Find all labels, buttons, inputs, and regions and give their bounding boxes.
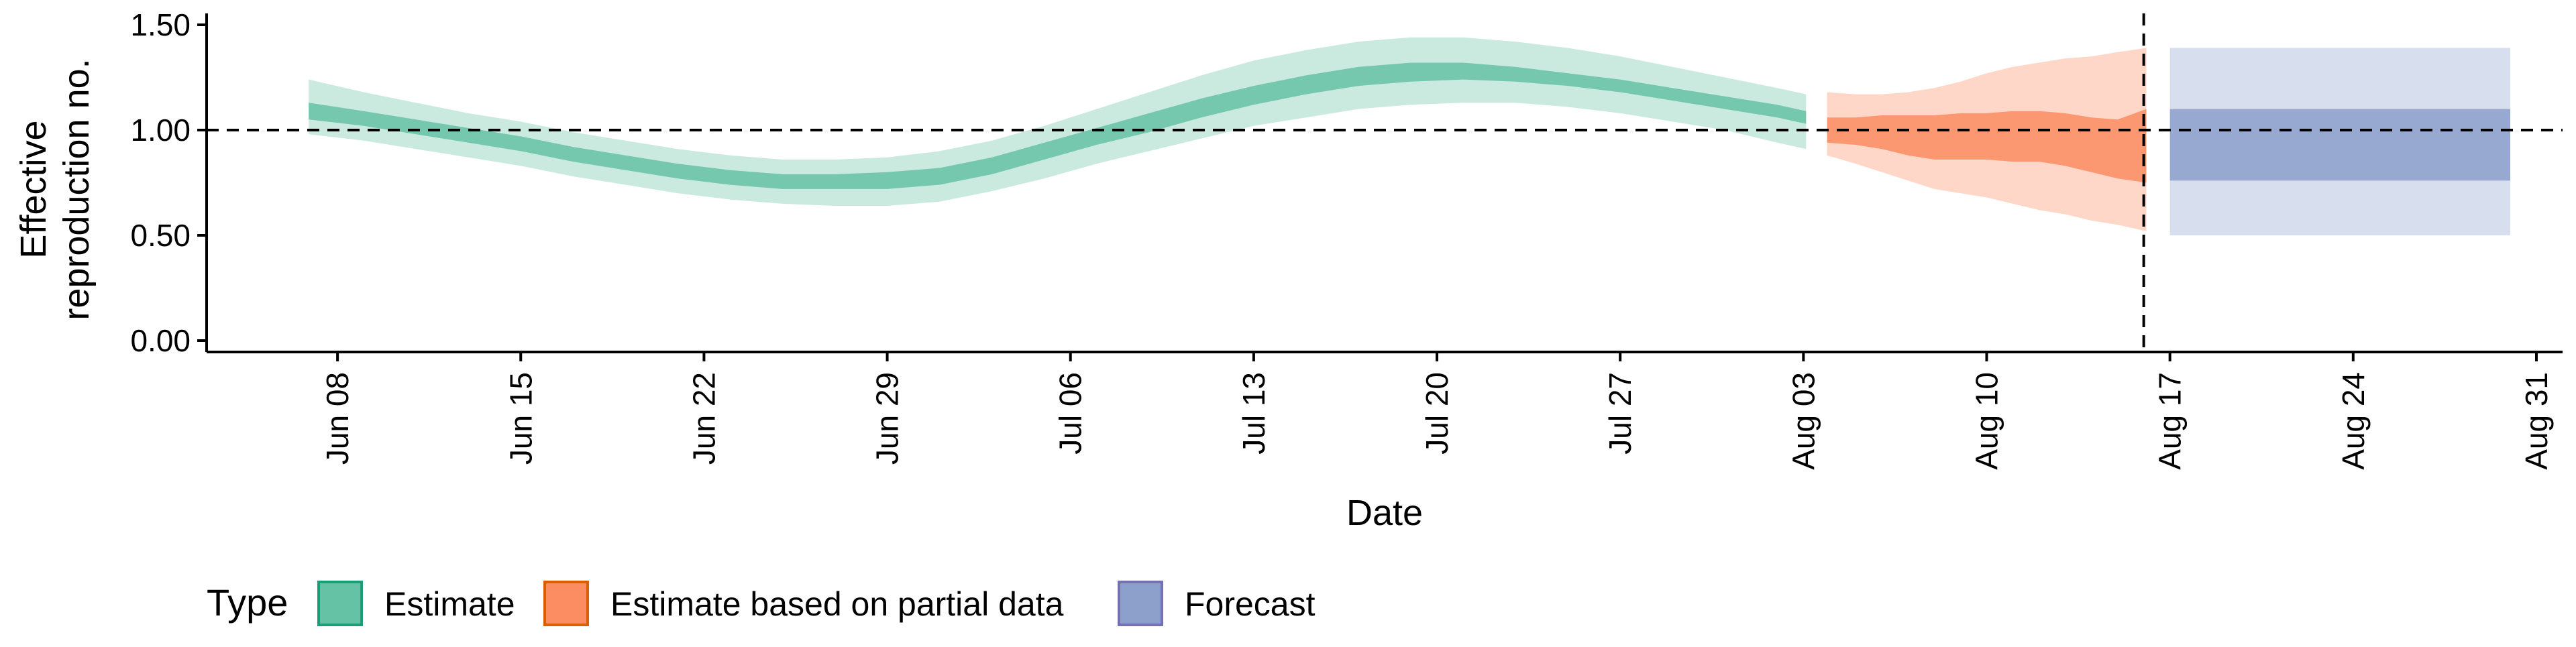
forecast-band-50 xyxy=(2169,109,2510,181)
legend-key xyxy=(543,581,589,626)
y-tick-label: 0.50 xyxy=(130,218,191,253)
legend-key xyxy=(1118,581,1163,626)
legend: Type Estimate Estimate based on partial da… xyxy=(207,581,1316,626)
x-axis-title: Date xyxy=(1346,493,1423,533)
x-tick-label: Aug 24 xyxy=(2336,372,2371,470)
estimate-based-on-partial-data-band-50 xyxy=(1827,109,2147,183)
reference-lines xyxy=(207,13,2563,352)
y-axis-title-line: reproduction no. xyxy=(56,58,97,320)
legend-key xyxy=(317,581,363,626)
y-tick-label: 1.00 xyxy=(130,113,191,148)
legend-title: Type xyxy=(207,581,288,624)
bands-layer xyxy=(309,37,2510,235)
axes: 0.00 0.50 1.00 1.50 Jun 08 Jun 15 Jun 22 Jun 29… xyxy=(130,7,2563,470)
x-tick-label: Aug 03 xyxy=(1786,372,1821,470)
x-tick-label: Jul 13 xyxy=(1236,372,1271,455)
x-tick-label: Aug 31 xyxy=(2519,372,2554,470)
axis-labels: Date Effective reproduction no. xyxy=(13,58,1423,533)
x-tick-label: Jun 08 xyxy=(320,372,355,465)
x-tick-label: Jul 27 xyxy=(1603,372,1638,455)
x-tick-label: Jun 29 xyxy=(870,372,905,465)
x-tick-label: Jul 20 xyxy=(1419,372,1454,455)
y-tick-label: 1.50 xyxy=(130,7,191,42)
x-tick-label: Jun 15 xyxy=(503,372,538,465)
legend-label: Forecast xyxy=(1185,585,1316,623)
x-tick-label: Aug 17 xyxy=(2153,372,2188,470)
y-axis-title-line: Effective xyxy=(13,120,54,258)
legend-label: Estimate xyxy=(384,585,515,623)
x-tick-label: Jun 22 xyxy=(686,372,721,465)
y-tick-label: 0.00 xyxy=(130,323,191,358)
estimate-band-90 xyxy=(309,37,1807,206)
legend-label: Estimate based on partial data xyxy=(610,585,1064,623)
x-tick-label: Jul 06 xyxy=(1053,372,1088,455)
x-tick-label: Aug 10 xyxy=(1970,372,2004,470)
